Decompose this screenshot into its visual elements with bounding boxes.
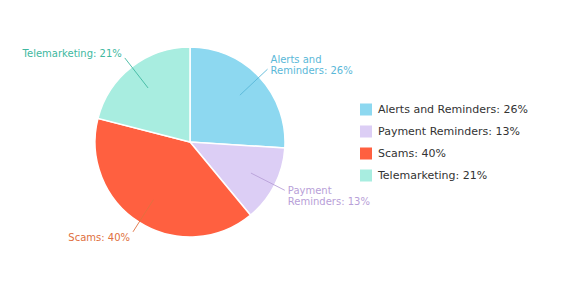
legend-swatch <box>360 126 372 138</box>
annotation: Telemarketing: 21% <box>22 48 122 59</box>
annotation-line: Payment <box>288 185 332 196</box>
annotation-line: Telemarketing: 21% <box>22 48 122 59</box>
leader-line <box>240 69 268 95</box>
legend-item: Payment Reminders: 13% <box>360 125 520 138</box>
annotation-line: Alerts and <box>271 54 322 65</box>
annotation: Scams: 40% <box>68 232 130 243</box>
annotation: PaymentReminders: 13% <box>288 185 370 207</box>
legend-item: Telemarketing: 21% <box>360 169 487 182</box>
pie-slice <box>98 47 190 142</box>
annotation-line: Scams: 40% <box>68 232 130 243</box>
chart-svg: Alerts andReminders: 26%PaymentReminders… <box>0 0 584 285</box>
legend-item: Scams: 40% <box>360 147 446 160</box>
legend-label: Payment Reminders: 13% <box>378 125 520 138</box>
annotation: Alerts andReminders: 26% <box>271 54 353 76</box>
leader-line <box>125 58 148 88</box>
legend-swatch <box>360 148 372 160</box>
legend-label: Alerts and Reminders: 26% <box>378 103 528 116</box>
legend-label: Scams: 40% <box>378 147 446 160</box>
pie: Alerts andReminders: 26%PaymentReminders… <box>22 47 370 243</box>
legend: Alerts and Reminders: 26% Payment Reminde… <box>360 103 528 182</box>
leader-line <box>133 200 153 232</box>
legend-item: Alerts and Reminders: 26% <box>360 103 528 116</box>
annotation-line: Reminders: 26% <box>271 65 353 76</box>
annotation-line: Reminders: 13% <box>288 196 370 207</box>
legend-swatch <box>360 104 372 116</box>
legend-swatch <box>360 170 372 182</box>
leader-line <box>251 173 285 190</box>
legend-label: Telemarketing: 21% <box>377 169 487 182</box>
